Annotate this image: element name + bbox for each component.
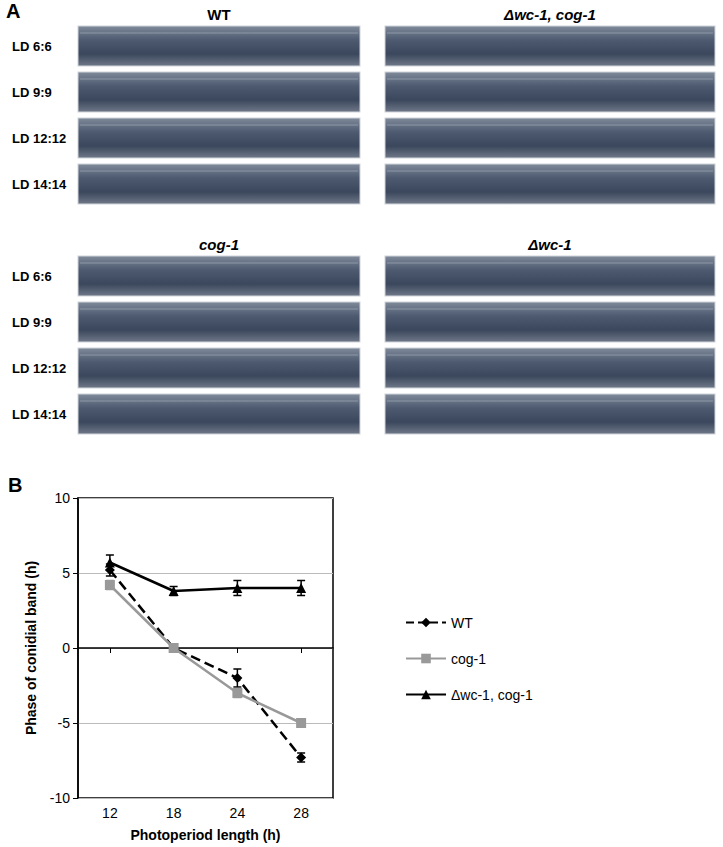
svg-text:LD 12:12: LD 12:12 xyxy=(12,361,66,376)
svg-text:12: 12 xyxy=(102,805,118,821)
svg-text:LD 14:14: LD 14:14 xyxy=(12,407,67,422)
svg-text:0: 0 xyxy=(62,640,70,656)
html-text:B: B xyxy=(8,474,23,496)
svg-text:cog-1: cog-1 xyxy=(451,651,486,667)
svg-text:LD 6:6: LD 6:6 xyxy=(12,39,52,54)
svg-text:cog-1: cog-1 xyxy=(199,236,239,253)
svg-text:28: 28 xyxy=(293,805,309,821)
svg-text:Δwc-1, cog-1: Δwc-1, cog-1 xyxy=(503,6,596,23)
svg-text:5: 5 xyxy=(62,565,70,581)
svg-text:LD 9:9: LD 9:9 xyxy=(12,315,52,330)
svg-text:-5: -5 xyxy=(58,715,71,731)
svg-text:Phase of conidial band (h): Phase of conidial band (h) xyxy=(23,561,39,735)
svg-text:10: 10 xyxy=(54,490,70,506)
svg-text:Δwc-1, cog-1: Δwc-1, cog-1 xyxy=(451,687,533,703)
svg-text:Δwc-1: Δwc-1 xyxy=(527,236,571,253)
svg-text:LD 14:14: LD 14:14 xyxy=(12,177,67,192)
svg-text:WT: WT xyxy=(451,615,473,631)
svg-text:-10: -10 xyxy=(50,790,70,806)
svg-text:WT: WT xyxy=(207,6,230,23)
svg-text:A: A xyxy=(6,0,20,22)
svg-text:LD 12:12: LD 12:12 xyxy=(12,131,66,146)
svg-text:24: 24 xyxy=(230,805,246,821)
svg-text:LD 9:9: LD 9:9 xyxy=(12,85,52,100)
svg-text:LD 6:6: LD 6:6 xyxy=(12,269,52,284)
svg-text:Photoperiod length (h): Photoperiod length (h) xyxy=(130,827,280,843)
svg-text:18: 18 xyxy=(166,805,182,821)
